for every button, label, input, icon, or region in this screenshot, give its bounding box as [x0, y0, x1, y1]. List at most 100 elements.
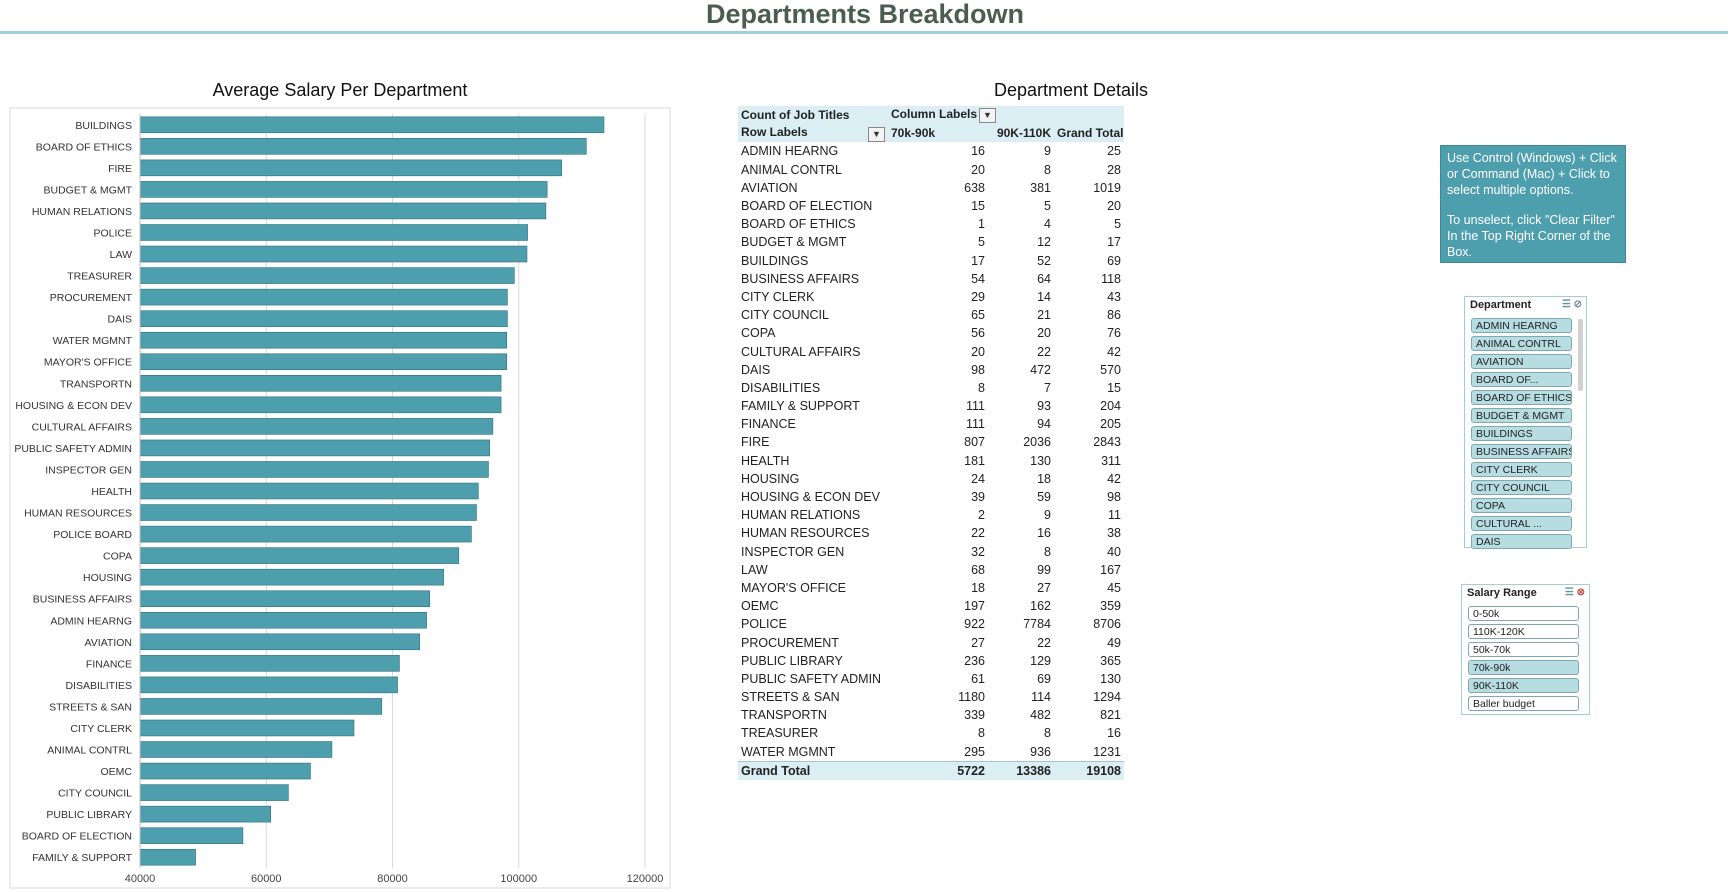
table-row[interactable]: FAMILY & SUPPORT 111 93 204 — [738, 397, 1124, 415]
table-row[interactable]: HOUSING 24 18 42 — [738, 470, 1124, 488]
row-label: FINANCE — [741, 417, 796, 432]
table-row[interactable]: HEALTH 181 130 311 — [738, 452, 1124, 470]
table-row[interactable]: ADMIN HEARNG 16 9 25 — [738, 142, 1124, 160]
slicer-item[interactable]: 90K-110K — [1468, 678, 1579, 693]
slicer-item[interactable]: COPA — [1471, 498, 1572, 513]
category-label: BOARD OF ELECTION — [22, 831, 132, 843]
value-90k-110k: 129 — [1030, 653, 1051, 668]
table-row[interactable]: BUILDINGS 17 52 69 — [738, 252, 1124, 270]
row-label: OEMC — [741, 599, 779, 614]
table-row[interactable]: CITY COUNCIL 65 21 86 — [738, 306, 1124, 324]
slicer-item[interactable]: CITY COUNCIL — [1471, 480, 1572, 495]
department-slicer-header: Department ☰ ⊘ — [1465, 297, 1586, 315]
table-row[interactable]: HOUSING & ECON DEV 39 59 98 — [738, 488, 1124, 506]
slicer-item[interactable]: 70k-90k — [1468, 660, 1579, 675]
slicer-item[interactable]: ANIMAL CONTRL — [1471, 336, 1572, 351]
x-tick-label: 80000 — [377, 873, 408, 885]
value-grand-total: 28 — [1107, 162, 1122, 177]
slicer-item[interactable]: BUSINESS AFFAIRS — [1471, 444, 1572, 459]
value-90k-110k: 8 — [1044, 726, 1051, 741]
slicer-item[interactable]: 110K-120K — [1468, 624, 1579, 639]
table-row[interactable]: MAYOR'S OFFICE 18 27 45 — [738, 579, 1124, 597]
category-label: AVIATION — [85, 637, 132, 649]
slicer-item[interactable]: CULTURAL ... — [1471, 516, 1572, 531]
category-label: INSPECTOR GEN — [45, 464, 132, 476]
category-label: CULTURAL AFFAIRS — [32, 421, 132, 433]
table-row[interactable]: CULTURAL AFFAIRS 20 22 42 — [738, 342, 1124, 360]
clear-filter-icon[interactable]: ⊘ — [1573, 299, 1582, 310]
table-row[interactable]: AVIATION 638 381 1019 — [738, 179, 1124, 197]
table-row[interactable]: TRANSPORTN 339 482 821 — [738, 706, 1124, 724]
row-labels-cell[interactable]: Row Labels ▼ — [738, 124, 888, 143]
category-label: ADMIN HEARNG — [50, 615, 132, 627]
slicer-item[interactable]: ADMIN HEARNG — [1471, 318, 1572, 333]
column-labels-cell[interactable]: Column Labels ▼ — [888, 106, 1125, 125]
category-label: MAYOR'S OFFICE — [44, 357, 132, 369]
value-70k-90k: 181 — [964, 453, 985, 468]
clear-filter-icon[interactable]: ⊗ — [1576, 587, 1585, 598]
row-label: CULTURAL AFFAIRS — [741, 344, 861, 359]
pivot-header-row-2: Row Labels ▼ 70k-90k 90K-110K Grand Total — [738, 124, 1125, 143]
slicer-item[interactable]: DAIS — [1471, 534, 1572, 549]
category-label: CITY COUNCIL — [58, 788, 132, 800]
bar — [139, 590, 431, 607]
slicer-item[interactable]: 0-50k — [1468, 606, 1579, 621]
table-row[interactable]: HUMAN RELATIONS 2 9 11 — [738, 506, 1124, 524]
bar — [139, 159, 562, 177]
bar — [139, 525, 472, 543]
value-90k-110k: 20 — [1037, 326, 1051, 341]
x-tick-label: 120000 — [627, 873, 664, 885]
value-70k-90k: 27 — [971, 635, 985, 650]
table-row[interactable]: POLICE 922 7784 8706 — [738, 615, 1124, 633]
table-row[interactable]: STREETS & SAN 1180 114 1294 — [738, 688, 1124, 706]
table-row[interactable]: FINANCE 111 94 205 — [738, 415, 1124, 433]
slicer-item[interactable]: AVIATION — [1471, 354, 1572, 369]
table-row[interactable]: BOARD OF ETHICS 1 4 5 — [738, 215, 1124, 233]
value-grand-total: 204 — [1100, 399, 1122, 414]
bar — [139, 288, 508, 306]
table-row[interactable]: BOARD OF ELECTION 15 5 20 — [738, 197, 1124, 215]
table-row[interactable]: PUBLIC LIBRARY 236 129 365 — [738, 652, 1124, 670]
table-row[interactable]: CITY CLERK 29 14 43 — [738, 288, 1124, 306]
table-row[interactable]: COPA 56 20 76 — [738, 324, 1124, 342]
row-label: STREETS & SAN — [741, 690, 840, 705]
table-row[interactable]: LAW 68 99 167 — [738, 561, 1124, 579]
table-row[interactable]: HUMAN RESOURCES 22 16 38 — [738, 524, 1124, 542]
table-row[interactable]: BUSINESS AFFAIRS 54 64 118 — [738, 270, 1124, 288]
slicer-item[interactable]: CITY CLERK — [1471, 462, 1572, 477]
column-filter-icon[interactable]: ▼ — [979, 107, 997, 123]
multi-select-icon[interactable]: ☰ — [1564, 587, 1574, 598]
category-label: TREASURER — [67, 271, 132, 283]
multi-select-icon[interactable]: ☰ — [1561, 299, 1571, 310]
table-row[interactable]: INSPECTOR GEN 32 8 40 — [738, 543, 1124, 561]
category-label: PROCUREMENT — [50, 292, 133, 304]
table-row[interactable]: OEMC 197 162 359 — [738, 597, 1124, 615]
bar — [139, 504, 477, 521]
table-row[interactable]: DISABILITIES 8 7 15 — [738, 379, 1124, 397]
row-filter-dropdown-icon[interactable]: ▼ — [868, 126, 885, 142]
slicer-item[interactable]: BOARD OF... — [1471, 372, 1572, 387]
bar — [139, 762, 311, 780]
category-label: BUSINESS AFFAIRS — [33, 594, 132, 606]
slicer-item[interactable]: 50k-70k — [1468, 642, 1579, 657]
value-grand-total: 76 — [1107, 326, 1122, 341]
slicer-item[interactable]: BUDGET & MGMT — [1471, 408, 1572, 423]
table-row[interactable]: ANIMAL CONTRL 20 8 28 — [738, 161, 1124, 179]
slicer-item[interactable]: Baller budget — [1468, 696, 1579, 711]
table-row[interactable]: BUDGET & MGMT 5 12 17 — [738, 233, 1124, 251]
table-row[interactable]: FIRE 807 2036 2843 — [738, 433, 1124, 451]
department-slicer-scrollbar[interactable] — [1578, 319, 1583, 391]
slicer-item[interactable]: BUILDINGS — [1471, 426, 1572, 441]
table-row[interactable]: TREASURER 8 8 16 — [738, 724, 1124, 742]
category-label: POLICE BOARD — [53, 529, 132, 541]
category-label: COPA — [103, 551, 132, 563]
value-70k-90k: 65 — [971, 308, 985, 323]
table-row[interactable]: DAIS 98 472 570 — [738, 361, 1124, 379]
bar — [139, 396, 502, 414]
value-70k-90k: 20 — [971, 344, 985, 359]
table-row[interactable]: PROCUREMENT 27 22 49 — [738, 633, 1124, 651]
table-row[interactable]: WATER MGMNT 295 936 1231 — [738, 743, 1124, 762]
table-row[interactable]: PUBLIC SAFETY ADMIN 61 69 130 — [738, 670, 1124, 688]
category-label: DAIS — [107, 314, 132, 326]
slicer-item[interactable]: BOARD OF ETHICS — [1471, 390, 1572, 405]
